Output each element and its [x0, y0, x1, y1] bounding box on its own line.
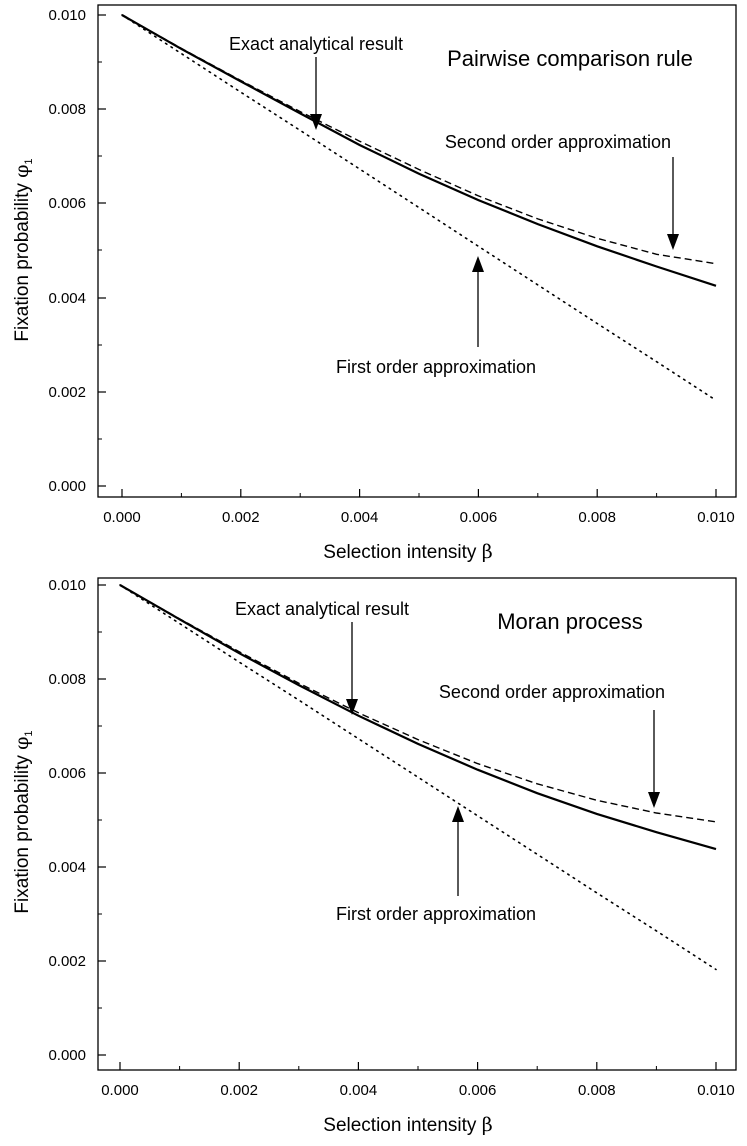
annotations: Exact analytical result Second order app…	[229, 34, 679, 377]
annotation-arrowhead-second-order	[648, 792, 660, 808]
x-tick-label: 0.006	[459, 1082, 497, 1099]
x-tick-label: 0.000	[101, 1082, 139, 1099]
y-tick-labels: 0.000 0.002 0.004 0.006 0.008 0.010	[48, 7, 86, 495]
x-axis-label: Selection intensity β	[323, 541, 492, 563]
annotation-arrowhead-exact	[310, 114, 322, 130]
x-tick-label: 0.006	[460, 509, 498, 526]
x-tick-label: 0.008	[578, 1082, 616, 1099]
y-axis-label: Fixation probability φ1	[11, 730, 35, 913]
annotation-arrowhead-first-order	[472, 256, 484, 272]
series-line-exact	[119, 584, 717, 851]
y-tick-label: 0.008	[48, 671, 86, 688]
annotation-label-exact: Exact analytical result	[235, 599, 409, 619]
x-axis-ticks	[121, 489, 717, 497]
chart-panel-pairwise: 0.000 0.002 0.004 0.006 0.008 0.010 0.00…	[11, 4, 737, 563]
x-tick-labels: 0.000 0.002 0.004 0.006 0.008 0.010	[103, 509, 735, 526]
x-tick-label: 0.004	[340, 1082, 378, 1099]
plot-frame	[97, 4, 737, 498]
x-tick-labels: 0.000 0.002 0.004 0.006 0.008 0.010	[101, 1082, 735, 1099]
y-tick-label: 0.004	[48, 859, 86, 876]
x-tick-label: 0.002	[222, 509, 260, 526]
annotation-label-first-order: First order approximation	[336, 357, 536, 377]
chart-panel-moran: 0.000 0.002 0.004 0.006 0.008 0.010 0.00…	[11, 577, 737, 1136]
y-tick-label: 0.006	[48, 195, 86, 212]
series-line-first-order	[121, 14, 717, 402]
annotation-label-second-order: Second order approximation	[445, 132, 671, 152]
x-axis-ticks	[119, 1062, 717, 1070]
y-tick-label: 0.000	[48, 478, 86, 495]
annotation-label-exact: Exact analytical result	[229, 34, 403, 54]
series-lines	[119, 584, 717, 971]
y-axis-ticks	[98, 14, 106, 487]
y-tick-label: 0.002	[48, 384, 86, 401]
y-tick-label: 0.006	[48, 765, 86, 782]
y-axis-label: Fixation probability φ1	[11, 158, 35, 341]
x-tick-label: 0.008	[578, 509, 616, 526]
y-tick-label: 0.010	[48, 7, 86, 24]
y-axis-ticks	[98, 584, 106, 1056]
x-tick-label: 0.002	[220, 1082, 258, 1099]
series-line-second-order	[119, 584, 717, 823]
plot-frame	[97, 577, 737, 1071]
annotations: Exact analytical result Second order app…	[235, 599, 665, 924]
x-tick-label: 0.010	[697, 1082, 735, 1099]
annotation-arrowhead-second-order	[667, 234, 679, 250]
series-line-second-order	[121, 14, 717, 265]
x-tick-label: 0.000	[103, 509, 141, 526]
series-line-first-order	[119, 584, 717, 971]
y-tick-label: 0.000	[48, 1047, 86, 1064]
annotation-arrowhead-first-order	[452, 806, 464, 822]
annotation-label-first-order: First order approximation	[336, 904, 536, 924]
chart-title: Moran process	[497, 609, 643, 634]
y-tick-label: 0.008	[48, 101, 86, 118]
annotation-label-second-order: Second order approximation	[439, 682, 665, 702]
annotation-arrowhead-exact	[346, 699, 358, 715]
chart-title: Pairwise comparison rule	[447, 46, 693, 71]
x-tick-label: 0.010	[697, 509, 735, 526]
y-tick-labels: 0.000 0.002 0.004 0.006 0.008 0.010	[48, 577, 86, 1064]
y-tick-label: 0.002	[48, 953, 86, 970]
y-tick-label: 0.010	[48, 577, 86, 594]
y-tick-label: 0.004	[48, 290, 86, 307]
x-tick-label: 0.004	[341, 509, 379, 526]
series-lines	[121, 14, 717, 402]
x-axis-label: Selection intensity β	[323, 1114, 492, 1136]
